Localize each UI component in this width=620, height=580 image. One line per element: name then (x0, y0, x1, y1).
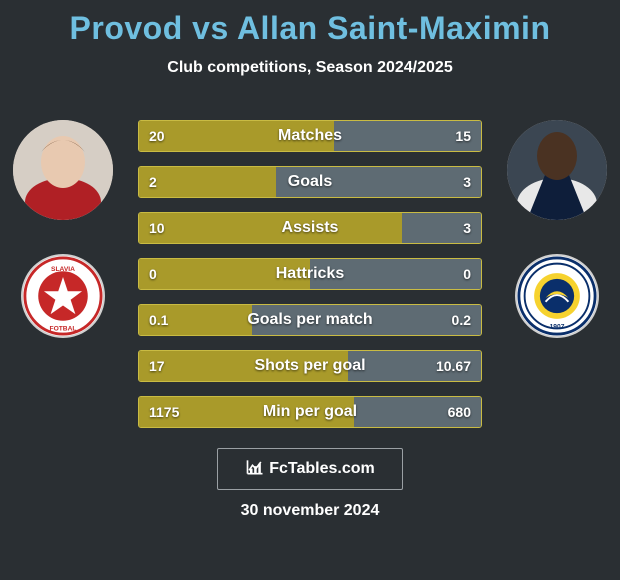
page-subtitle: Club competitions, Season 2024/2025 (0, 59, 620, 77)
stat-value-left: 20 (149, 128, 165, 144)
stat-bar-right-fill (252, 305, 481, 335)
stat-value-right: 15 (455, 128, 471, 144)
stat-bar-right-fill (310, 259, 481, 289)
right-club-badge: 1907 (515, 254, 599, 338)
svg-text:SLAVIA: SLAVIA (51, 266, 75, 273)
right-player-avatar (507, 120, 607, 220)
brand-label: FcTables.com (269, 460, 375, 478)
page-title: Provod vs Allan Saint-Maximin (0, 0, 620, 47)
stat-row: Goals23 (138, 166, 482, 198)
stat-row: Min per goal1175680 (138, 396, 482, 428)
right-player-column: 1907 (502, 120, 612, 338)
stat-bar-right-fill (276, 167, 481, 197)
stat-row: Goals per match0.10.2 (138, 304, 482, 336)
stat-value-right: 0 (463, 266, 471, 282)
stat-value-right: 680 (448, 404, 471, 420)
svg-text:1907: 1907 (550, 323, 565, 330)
left-club-badge: SLAVIA FOTBAL (21, 254, 105, 338)
stat-row: Shots per goal1710.67 (138, 350, 482, 382)
stat-bar-left-fill (139, 351, 348, 381)
stat-value-left: 17 (149, 358, 165, 374)
stat-value-left: 2 (149, 174, 157, 190)
stat-value-left: 0 (149, 266, 157, 282)
stat-bar-left-fill (139, 121, 334, 151)
left-player-column: SLAVIA FOTBAL (8, 120, 118, 338)
stat-row: Matches2015 (138, 120, 482, 152)
stat-value-left: 0.1 (149, 312, 168, 328)
stat-bars: Matches2015Goals23Assists103Hattricks00G… (138, 120, 482, 428)
stat-row: Assists103 (138, 212, 482, 244)
stat-value-left: 1175 (149, 404, 179, 420)
stat-bar-left-fill (139, 167, 276, 197)
infographic-date: 30 november 2024 (0, 502, 620, 520)
brand-box: FcTables.com (217, 448, 403, 490)
stat-value-left: 10 (149, 220, 165, 236)
stat-value-right: 0.2 (452, 312, 471, 328)
chart-icon (245, 457, 265, 482)
stat-value-right: 3 (463, 220, 471, 236)
stat-bar-left-fill (139, 213, 402, 243)
stat-row: Hattricks00 (138, 258, 482, 290)
stat-value-right: 3 (463, 174, 471, 190)
stat-value-right: 10.67 (436, 358, 471, 374)
svg-text:FOTBAL: FOTBAL (50, 325, 77, 332)
stat-bar-left-fill (139, 259, 310, 289)
left-player-avatar (13, 120, 113, 220)
